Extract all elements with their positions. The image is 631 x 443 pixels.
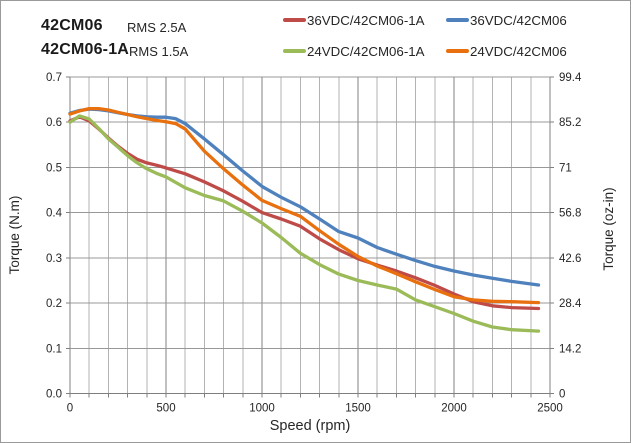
svg-text:0.1: 0.1 — [46, 343, 62, 355]
svg-text:2500: 2500 — [537, 403, 563, 415]
legend-item: 24VDC/42CM06-1A — [283, 43, 425, 59]
svg-text:0: 0 — [559, 389, 565, 401]
svg-text:1000: 1000 — [249, 403, 275, 415]
svg-text:0.7: 0.7 — [46, 72, 62, 84]
svg-text:99.4: 99.4 — [559, 72, 582, 84]
legend-line-swatch — [446, 18, 469, 22]
svg-text:28.4: 28.4 — [559, 298, 582, 310]
svg-text:0.3: 0.3 — [46, 253, 62, 265]
svg-text:0.5: 0.5 — [46, 162, 62, 174]
legend-label: 24VDC/42CM06-1A — [307, 43, 425, 59]
legend-line-swatch — [446, 49, 469, 53]
x-axis-title: Speed (rpm) — [269, 418, 351, 434]
legend-line-swatch — [283, 18, 306, 22]
svg-text:0.4: 0.4 — [46, 208, 63, 220]
svg-text:0: 0 — [67, 403, 73, 415]
legend-label: 36VDC/42CM06 — [470, 12, 567, 28]
legend-line-swatch — [283, 49, 306, 53]
svg-text:500: 500 — [156, 403, 175, 415]
svg-text:1500: 1500 — [345, 403, 371, 415]
legend-item: 36VDC/42CM06-1A — [283, 12, 425, 28]
left-axis-title: Torque (N.m) — [7, 195, 22, 275]
legend-label: 24VDC/42CM06 — [470, 43, 567, 59]
legend-label: 36VDC/42CM06-1A — [307, 12, 425, 28]
svg-text:0.6: 0.6 — [46, 117, 62, 129]
svg-text:56.8: 56.8 — [559, 208, 581, 220]
right-axis-title: Torque (oz-in) — [601, 187, 616, 271]
model-name-secondary: 42CM06-1A — [41, 41, 130, 58]
model-rms-primary: RMS 2.5A — [127, 20, 187, 35]
svg-text:85.2: 85.2 — [559, 117, 581, 129]
svg-text:14.2: 14.2 — [559, 343, 581, 355]
model-name-primary: 42CM06 — [41, 17, 103, 34]
svg-text:0.0: 0.0 — [46, 389, 62, 401]
legend-item: 36VDC/42CM06 — [446, 12, 567, 28]
svg-text:71: 71 — [559, 162, 572, 174]
svg-text:2000: 2000 — [441, 403, 467, 415]
svg-text:42.6: 42.6 — [559, 253, 581, 265]
svg-text:0.2: 0.2 — [46, 298, 62, 310]
legend-item: 24VDC/42CM06 — [446, 43, 567, 59]
model-rms-secondary: RMS 1.5A — [129, 44, 189, 59]
